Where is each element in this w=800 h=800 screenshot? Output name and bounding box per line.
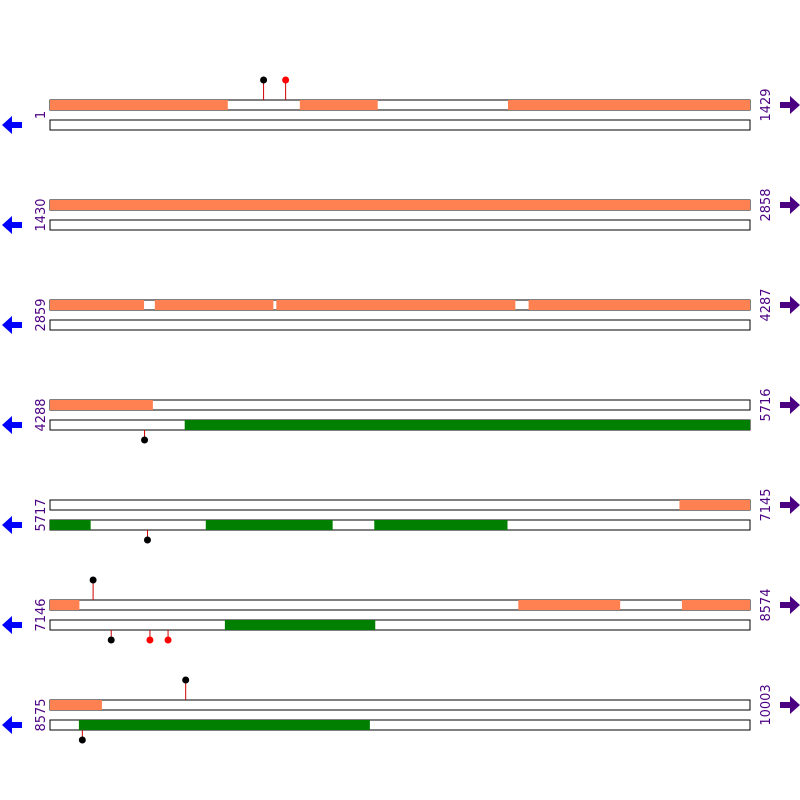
forward-strand-track [49,499,751,511]
map-row: 1 1429 [2,76,800,134]
arrow-left-icon[interactable] [2,716,22,734]
forward-feature [276,300,516,310]
reverse-strand-track [49,119,751,131]
arrow-left-icon[interactable] [2,216,22,234]
start-position-label: 8575 [34,698,49,731]
marker-dot[interactable] [78,736,86,744]
reverse-feature [78,720,370,730]
forward-feature [681,600,750,610]
reverse-strand-track [49,219,751,231]
end-position-label: 10003 [759,684,774,725]
arrow-left-icon[interactable] [2,516,22,534]
start-position-label: 1 [34,111,49,119]
forward-strand-track [49,599,751,611]
map-row: 5717 7145 [2,488,800,544]
reverse-feature [205,520,333,530]
reverse-strand-track [49,719,751,731]
arrow-right-icon[interactable] [780,96,800,114]
forward-feature [50,600,80,610]
map-row: 4288 5716 [2,388,800,444]
marker-dot[interactable] [107,636,115,644]
forward-feature [299,100,378,110]
arrow-right-icon[interactable] [780,396,800,414]
end-position-label: 8574 [759,588,774,621]
forward-feature [154,300,274,310]
forward-feature [518,600,621,610]
forward-feature [528,300,750,310]
start-position-label: 4288 [34,398,49,431]
forward-strand-track [49,399,751,411]
forward-feature [539,100,750,110]
marker-dot[interactable] [141,436,149,444]
marker-dot[interactable] [260,76,268,84]
marker-dot[interactable] [143,536,151,544]
end-position-label: 4287 [759,288,774,321]
map-row: 1430 2858 [2,188,800,234]
end-position-label: 1429 [759,88,774,121]
end-position-label: 2858 [759,188,774,221]
marker-dot[interactable] [146,636,154,644]
arrow-right-icon[interactable] [780,696,800,714]
forward-feature [50,200,750,210]
reverse-feature [50,520,91,530]
forward-feature [50,100,228,110]
end-position-label: 5716 [759,388,774,421]
map-row: 7146 8574 [2,576,800,644]
arrow-right-icon[interactable] [780,496,800,514]
marker-dot[interactable] [182,676,190,684]
reverse-strand-track [49,619,751,631]
arrow-left-icon[interactable] [2,116,22,134]
reverse-feature [374,520,508,530]
marker-dot[interactable] [282,76,290,84]
arrow-left-icon[interactable] [2,616,22,634]
forward-feature [679,500,750,510]
reverse-strand-track [49,319,751,331]
end-position-label: 7145 [759,488,774,521]
reverse-feature [184,420,750,430]
arrow-right-icon[interactable] [780,296,800,314]
forward-feature [508,100,540,110]
arrow-left-icon[interactable] [2,316,22,334]
map-row: 8575 10003 [2,676,800,744]
start-position-label: 2859 [34,298,49,331]
start-position-label: 5717 [34,498,49,531]
arrow-right-icon[interactable] [780,196,800,214]
forward-strand-track [49,699,751,711]
start-position-label: 7146 [34,598,49,631]
marker-dot[interactable] [164,636,172,644]
arrow-left-icon[interactable] [2,416,22,434]
arrow-right-icon[interactable] [780,596,800,614]
map-row: 2859 4287 [2,288,800,334]
reverse-feature [224,620,376,630]
forward-feature [50,400,153,410]
forward-feature [50,700,102,710]
marker-dot[interactable] [89,576,97,584]
forward-feature [50,300,145,310]
start-position-label: 1430 [34,198,49,231]
